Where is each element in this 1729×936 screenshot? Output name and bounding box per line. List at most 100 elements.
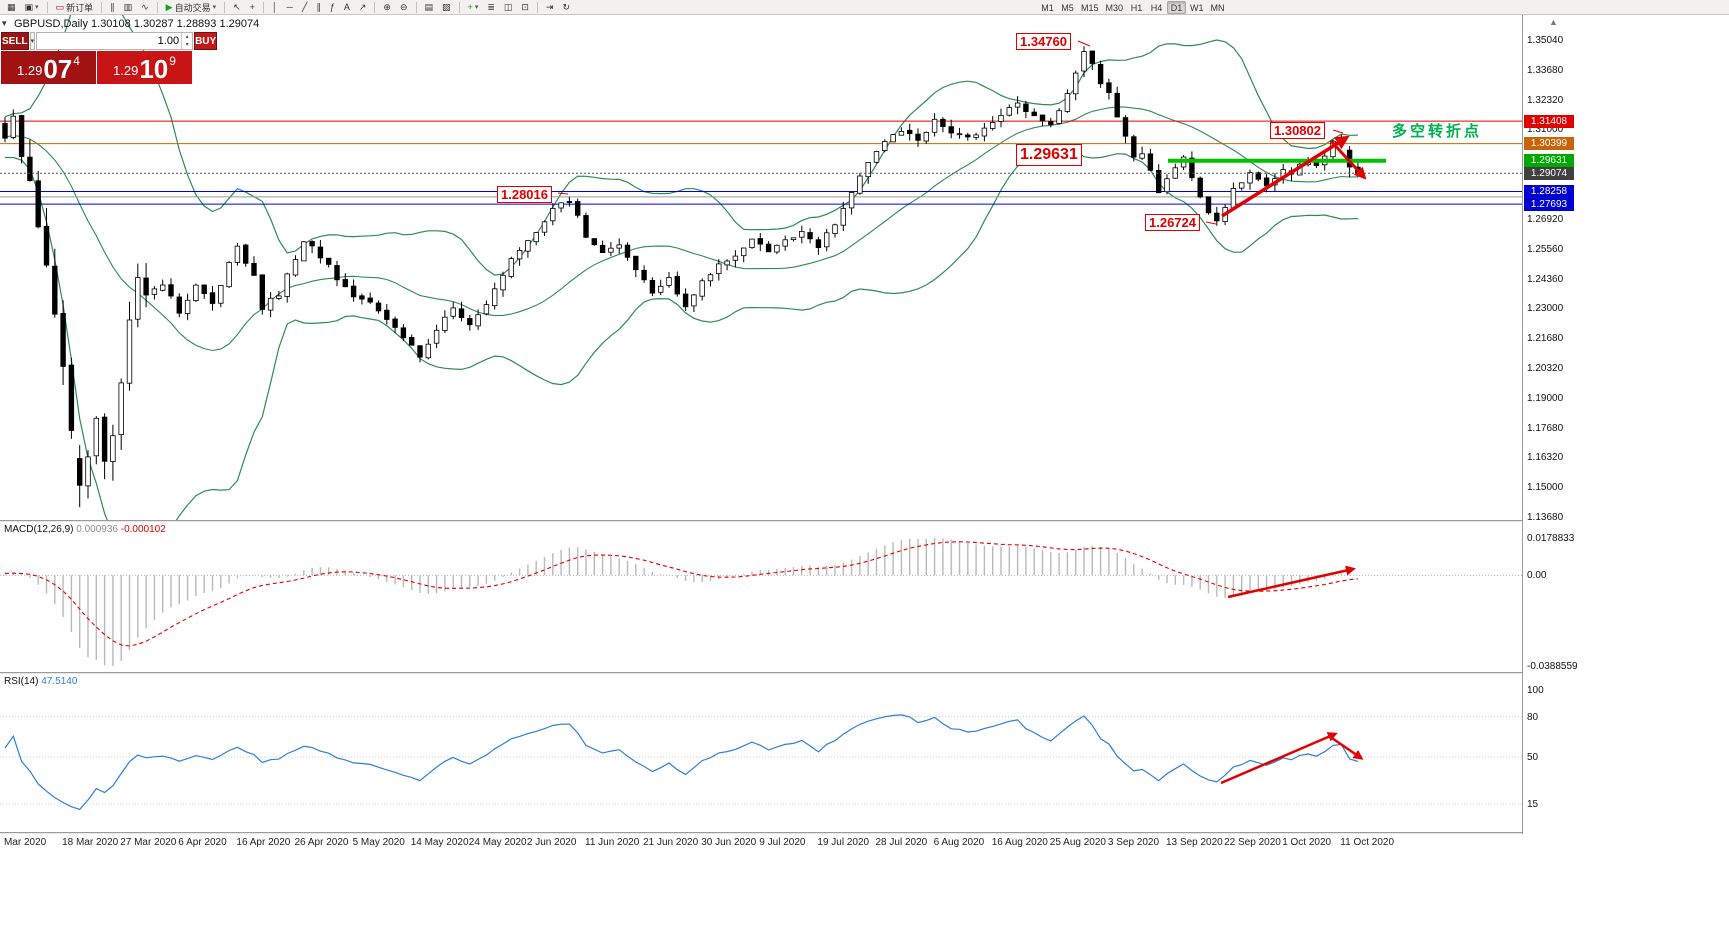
time-axis-label: 30 Jun 2020: [701, 837, 757, 848]
refresh-button[interactable]: ↻: [558, 1, 574, 14]
indicators-button[interactable]: + ▾: [464, 1, 483, 14]
price-annotation[interactable]: 1.30802: [1270, 122, 1325, 139]
sell-button[interactable]: SELL: [1, 32, 29, 50]
caret-down-icon: ▾: [474, 4, 479, 11]
step-forward-button[interactable]: ⇥: [542, 1, 558, 14]
volume-decrease-icon[interactable]: ▾: [185, 42, 189, 48]
trend-arrow[interactable]: [1220, 732, 1338, 785]
sell-price-main: 07: [43, 54, 73, 84]
timeframe-h4-button[interactable]: H4: [1150, 2, 1163, 13]
macd-panel: MACD(12,26,9) 0.000936 -0.000102: [0, 522, 1522, 672]
timeframe-m5-button[interactable]: M5: [1061, 2, 1074, 13]
zoom-out-icon: ⊖: [399, 1, 408, 12]
rsi-line: [4, 714, 1359, 811]
chart-bars-button[interactable]: ∥: [106, 1, 119, 14]
time-axis[interactable]: Mar 2020 18 Mar 2020 27 Mar 2020 6 Apr 2020…: [0, 834, 1570, 852]
channel-button[interactable]: ∥: [312, 1, 325, 14]
price-annotation[interactable]: 1.29631: [1016, 144, 1082, 166]
arrow-tools-button[interactable]: ↗: [355, 1, 371, 14]
horizontal-line-button[interactable]: ─: [283, 1, 297, 14]
rsi-title: RSI(14): [4, 676, 39, 687]
rsi-canvas[interactable]: [0, 674, 1522, 832]
macd-histogram: [4, 538, 1359, 666]
navigator-button[interactable]: ≣: [483, 1, 499, 14]
timeframe-m15-button[interactable]: M15: [1081, 2, 1099, 13]
arrow-tools-icon: ↗: [358, 1, 367, 12]
timeframe-m1-button[interactable]: M1: [1041, 2, 1054, 13]
trendline-icon: ╱: [301, 1, 308, 12]
price-annotation[interactable]: 1.26724: [1145, 214, 1200, 231]
buy-price-main: 10: [139, 54, 169, 84]
strategy-tester-button[interactable]: ⊡: [517, 1, 533, 14]
timeframe-w1-button[interactable]: W1: [1190, 2, 1204, 13]
tile-windows-button[interactable]: ▤: [421, 1, 438, 14]
price-axis-label: 1.17680: [1527, 422, 1564, 434]
autotrade-button[interactable]: ▶ 自动交易 ▾: [162, 1, 220, 14]
cursor-button[interactable]: ↖: [229, 1, 245, 14]
zoom-out-button[interactable]: ⊖: [396, 1, 412, 14]
fibonacci-button[interactable]: ƒ: [326, 1, 339, 14]
price-axis-label: 1.20320: [1527, 362, 1564, 374]
price-annotation[interactable]: 1.28016: [497, 186, 552, 203]
text-icon: A: [343, 1, 350, 12]
text-button[interactable]: A: [340, 1, 354, 14]
price-tag: 1.30399: [1524, 137, 1574, 151]
price-annotation[interactable]: 1.34760: [1016, 33, 1071, 50]
panel-splitter[interactable]: [0, 672, 1570, 674]
cursor-icon: ↖: [233, 1, 241, 12]
time-axis-label: 1 Oct 2020: [1282, 837, 1332, 848]
price-tag: 1.31408: [1524, 114, 1574, 128]
macd-axis-label: -0.0388559: [1527, 661, 1578, 672]
chart-bars-icon: ∥: [110, 1, 115, 12]
chart-line-button[interactable]: ∿: [137, 1, 153, 14]
time-axis-label: 27 Mar 2020: [120, 837, 177, 848]
panel-splitter[interactable]: [0, 832, 1570, 834]
turning-point-note[interactable]: 多空转折点: [1392, 123, 1483, 140]
buy-price-display[interactable]: 1.29 10 9: [97, 51, 192, 84]
trend-arrow[interactable]: [1227, 565, 1356, 599]
crosshair-button[interactable]: +: [246, 1, 259, 14]
order-options-dropdown[interactable]: ▾: [29, 32, 36, 50]
price-axis[interactable]: 1.350401.336801.323201.310001.296401.282…: [1522, 15, 1578, 834]
timeframe-m30-button[interactable]: M30: [1105, 2, 1124, 13]
chart-candles-icon: ▥: [123, 1, 133, 12]
panel-splitter[interactable]: [0, 520, 1570, 522]
toolbar-separator: [415, 1, 417, 13]
macd-signal-line: [4, 541, 1358, 647]
trendline-button[interactable]: ╱: [298, 1, 311, 14]
sell-price-display[interactable]: 1.29 07 4: [1, 51, 96, 84]
new-order-button[interactable]: ▭ 新订单: [52, 1, 98, 14]
volume-input[interactable]: [37, 33, 182, 49]
volume-field: ▴ ▾: [36, 32, 194, 50]
trend-arrow[interactable]: [1328, 734, 1364, 760]
new-order-button-label: 新订单: [66, 2, 94, 13]
volume-spinner: ▴ ▾: [181, 33, 192, 49]
profiles-button[interactable]: ▣ ▾: [21, 1, 43, 14]
macd-signal-value: -0.000102: [120, 524, 166, 535]
annotation-connector: [1332, 129, 1344, 134]
new-chart-button[interactable]: ▦: [3, 1, 20, 14]
time-axis-label: 25 Aug 2020: [1049, 837, 1106, 848]
timeframe-h1-button[interactable]: H1: [1130, 2, 1143, 13]
price-axis-label: 1.33680: [1527, 64, 1564, 76]
price-chart-canvas[interactable]: [0, 15, 1522, 520]
time-axis-label: 14 May 2020: [410, 837, 469, 848]
buy-button[interactable]: BUY: [194, 32, 218, 50]
toolbar-separator: [224, 1, 226, 13]
scroll-to-end-icon[interactable]: ▲: [1549, 17, 1558, 27]
zoom-in-button[interactable]: ⊕: [379, 1, 395, 14]
trend-arrow[interactable]: [1329, 139, 1367, 180]
price-tag: 1.29074: [1524, 166, 1574, 180]
timeframe-d1-button[interactable]: D1: [1167, 1, 1187, 14]
cascade-windows-button[interactable]: ▨: [438, 1, 455, 14]
trend-arrow[interactable]: [1221, 135, 1350, 218]
price-axis-label: 1.26920: [1527, 213, 1564, 225]
timeframe-mn-button[interactable]: MN: [1210, 2, 1225, 13]
volume-increase-icon[interactable]: ▴: [185, 34, 189, 40]
one-click-collapse-icon[interactable]: ▾: [2, 18, 7, 28]
vertical-line-button[interactable]: │: [268, 1, 282, 14]
chart-candles-button[interactable]: ▥: [120, 1, 137, 14]
terminal-button[interactable]: ◫: [500, 1, 517, 14]
macd-canvas[interactable]: [0, 522, 1522, 672]
